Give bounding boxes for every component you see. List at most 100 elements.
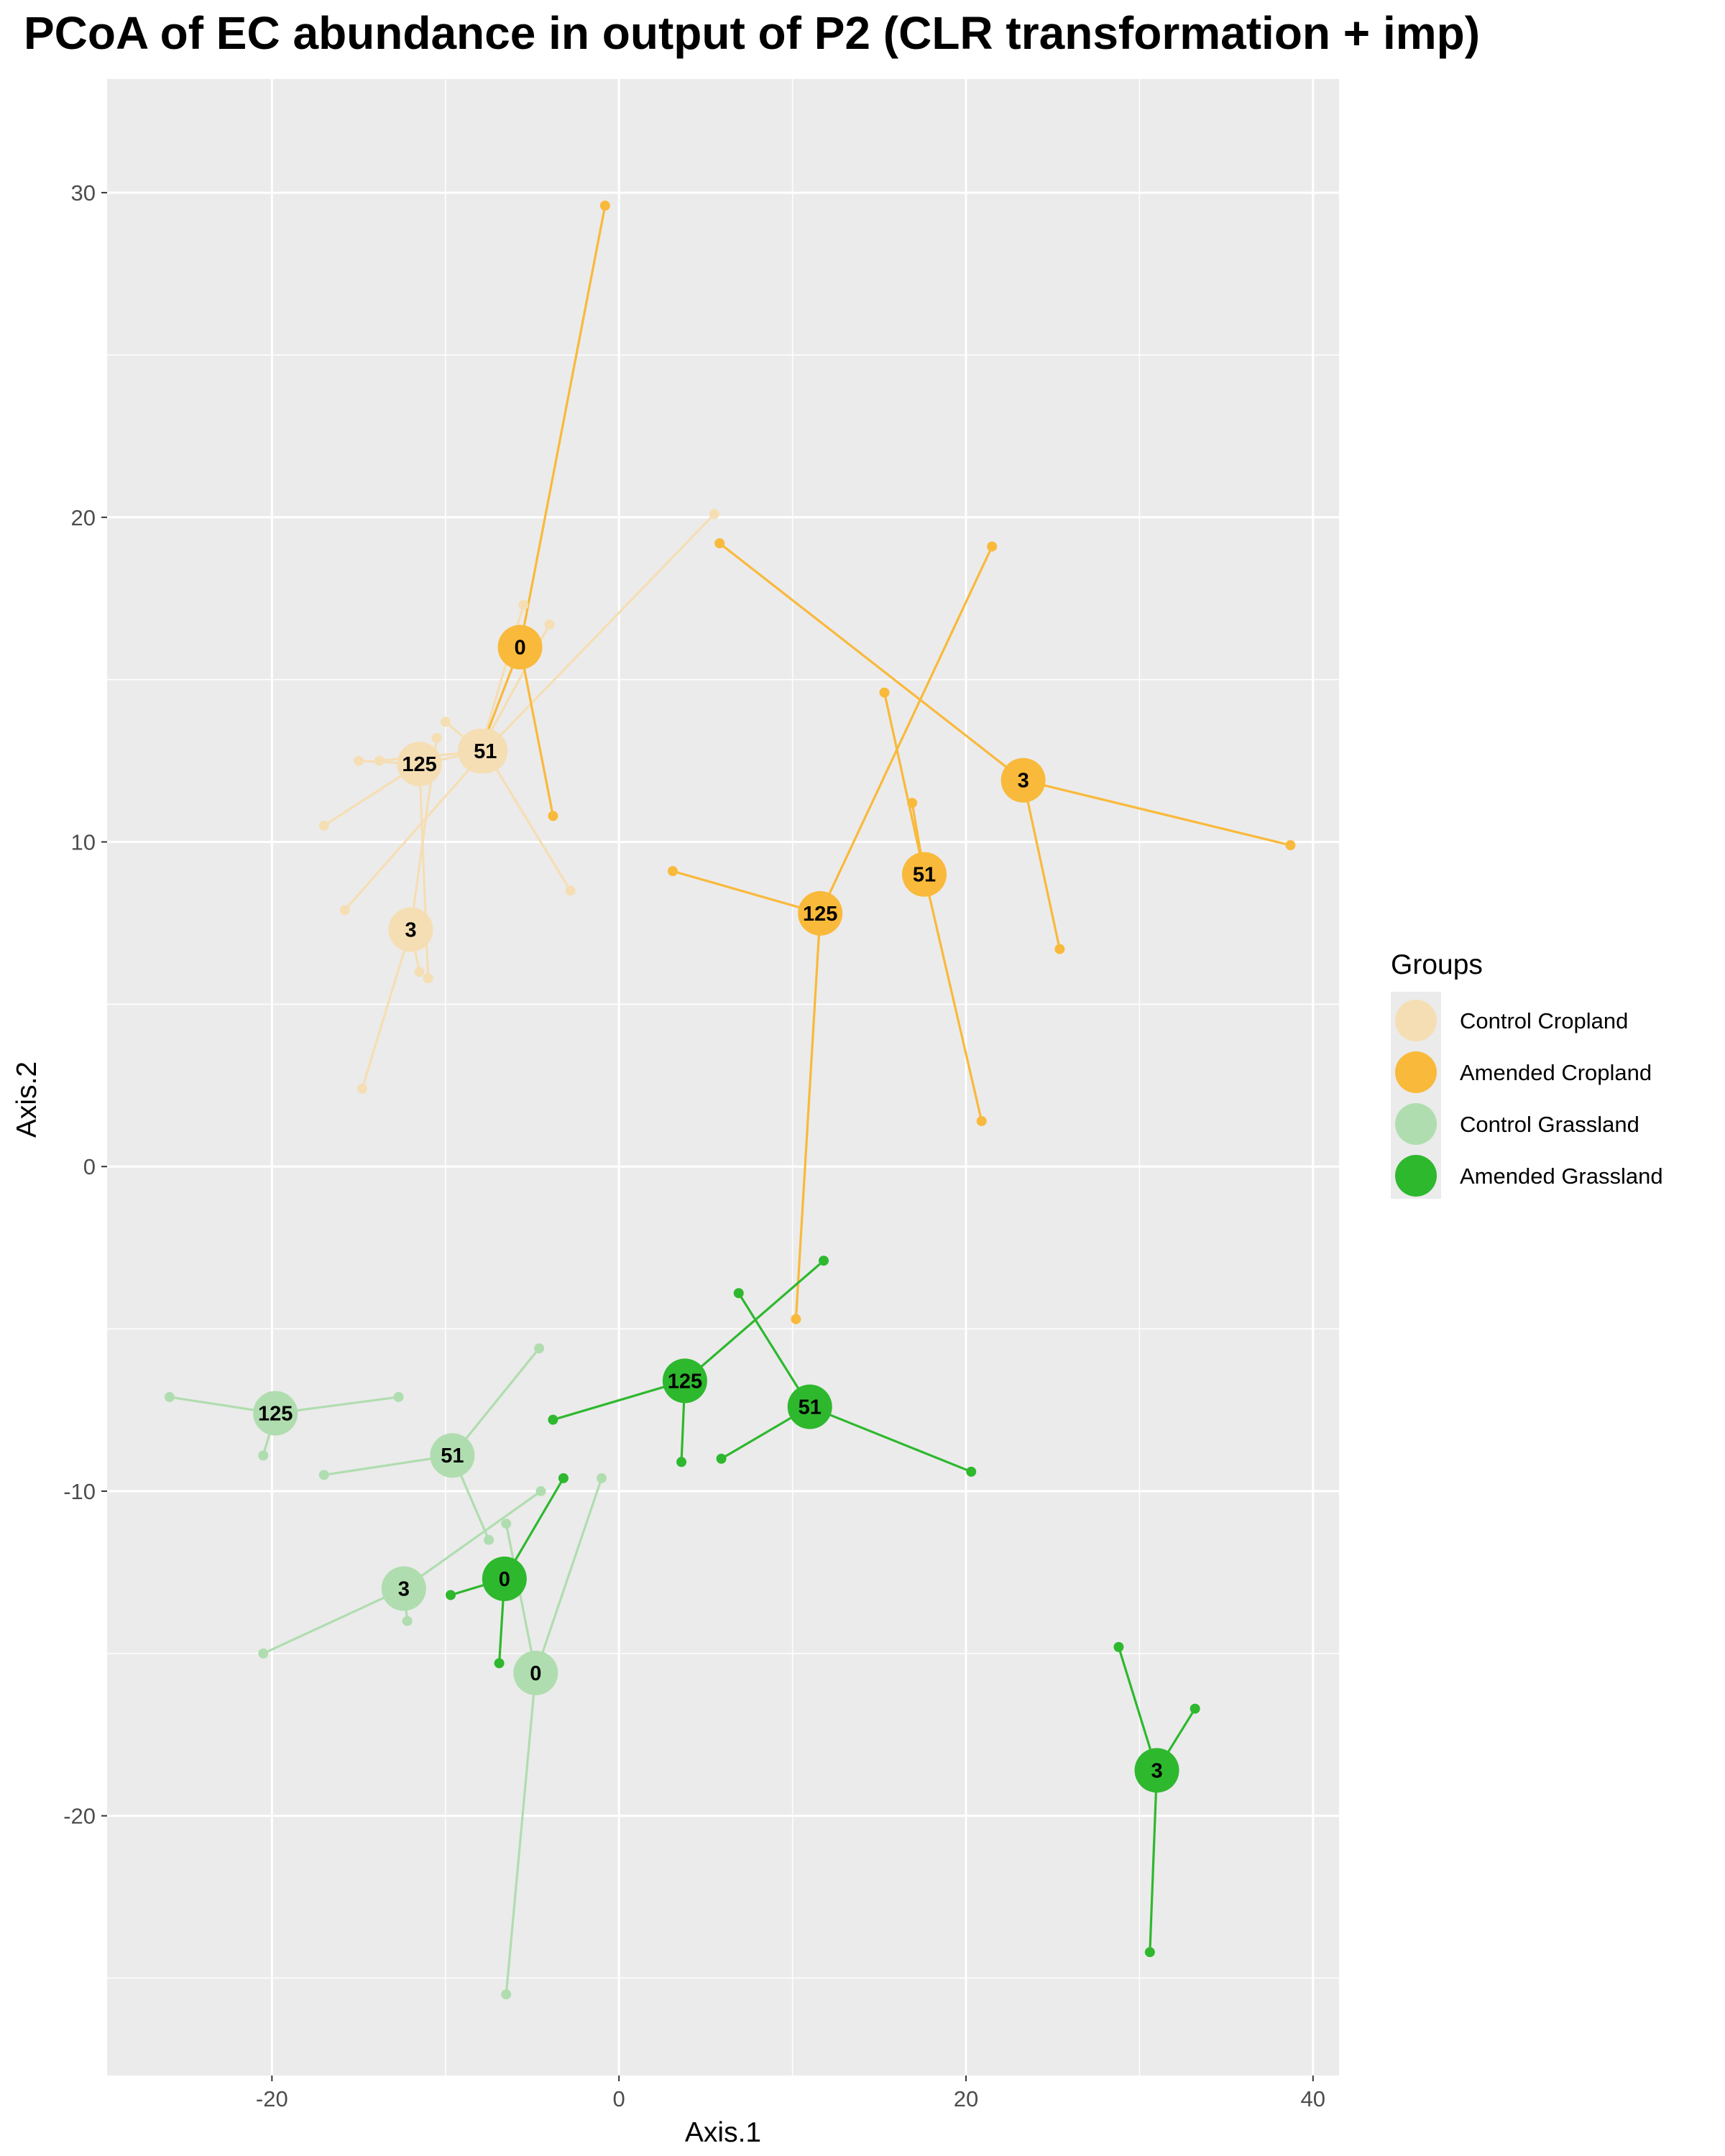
centroid-label: 0 (499, 1568, 510, 1591)
centroid-segment (794, 913, 822, 1319)
sample-point (599, 201, 610, 211)
sample-point (402, 1616, 413, 1626)
sample-point (966, 1466, 977, 1477)
sample-point (548, 1414, 558, 1425)
centroid-segment (552, 1379, 686, 1422)
sample-point (431, 732, 442, 743)
sample-point (423, 973, 433, 984)
y-axis-title: Axis.2 (12, 1061, 42, 1138)
y-tick-label: -10 (63, 1479, 96, 1504)
centroid-point (1134, 1748, 1179, 1793)
centroid-segment (518, 205, 607, 648)
centroid-segment (672, 870, 821, 915)
sample-point (565, 885, 576, 896)
legend-key (1395, 1051, 1437, 1093)
legend-items: Control Cropland Amended Cropland Control … (1395, 1000, 1663, 1197)
centroid-point (787, 1384, 832, 1429)
centroid-segment (505, 1672, 537, 1995)
y-tick-label: 20 (71, 505, 96, 530)
sample-point (819, 1256, 829, 1266)
centroid-label: 125 (668, 1370, 702, 1393)
centroid-label: 125 (402, 753, 436, 776)
y-tick-label: 30 (71, 180, 96, 206)
legend-key (1395, 1000, 1437, 1041)
sample-point (1190, 1703, 1200, 1714)
sample-point (318, 820, 329, 831)
centroid-label: 0 (530, 1662, 541, 1685)
sample-point (258, 1450, 269, 1461)
centroid-segment (402, 1490, 542, 1590)
grid-layer (107, 79, 1339, 2076)
x-tick-label: 0 (613, 2086, 625, 2111)
sample-point (1113, 1641, 1124, 1652)
legend-key (1395, 1103, 1437, 1145)
sample-point (907, 798, 918, 808)
centroid-segment (883, 692, 926, 875)
x-tick-label: -20 (256, 2086, 288, 2111)
sample-point (544, 619, 555, 630)
sample-point (501, 1989, 512, 2000)
sample-point (597, 1473, 607, 1483)
sample-point (733, 1288, 744, 1299)
sample-point (258, 1648, 269, 1659)
sample-point (558, 1473, 569, 1483)
centroid-point (388, 907, 433, 952)
centroid-label: 125 (803, 903, 837, 926)
x-axis-title: Axis.1 (685, 2117, 761, 2148)
y-tick-label: 0 (83, 1154, 96, 1179)
centroid-point (381, 1566, 426, 1611)
sample-point (1144, 1947, 1155, 1958)
centroid-segment (1022, 780, 1061, 949)
chart-title: PCoA of EC abundance in output of P2 (CL… (24, 7, 1480, 59)
centroid-point (902, 852, 947, 897)
centroid-point (463, 729, 508, 774)
sample-point (535, 1485, 546, 1496)
x-tick-label: 20 (954, 2086, 978, 2111)
sample-point-layer (164, 201, 1296, 2000)
sample-point (494, 1658, 505, 1669)
centroid-point (513, 1650, 558, 1695)
centroid-point (253, 1391, 298, 1436)
sample-point (318, 1470, 329, 1480)
sample-point (356, 1083, 367, 1094)
sample-point (534, 1343, 545, 1354)
centroid-point (1000, 757, 1046, 803)
centroid-segment (344, 750, 487, 911)
centroid-label: 51 (474, 740, 497, 763)
centroid-segment (518, 647, 554, 816)
sample-point (976, 1115, 987, 1126)
centroid-segment (737, 1292, 811, 1408)
legend-label: Control Cropland (1460, 1008, 1628, 1033)
sample-point (879, 687, 890, 698)
legend-label: Amended Cropland (1460, 1060, 1652, 1085)
sample-point (987, 541, 998, 552)
sample-point (440, 717, 451, 727)
sample-point (445, 1590, 456, 1600)
sample-point (709, 509, 719, 520)
centroid-segment (684, 1260, 825, 1382)
sample-point (1054, 944, 1065, 954)
centroid-point (430, 1433, 475, 1478)
centroid-segment (451, 1348, 540, 1457)
sample-point (354, 755, 364, 766)
centroid-label: 3 (398, 1577, 410, 1600)
y-tick-label: -20 (63, 1804, 96, 1829)
sample-point (791, 1314, 801, 1325)
centroid-segment (534, 1478, 603, 1674)
centroid-segment (505, 1523, 537, 1674)
centroid-label: 3 (405, 918, 416, 941)
legend-key (1395, 1155, 1437, 1197)
centroid-segment (719, 542, 1024, 781)
centroid-label: 51 (799, 1396, 822, 1419)
centroid-point (482, 1556, 527, 1601)
centroid-segment (1023, 779, 1291, 847)
centroid-point (497, 625, 543, 670)
centroid-segment (923, 874, 983, 1122)
centroid-label: 51 (913, 864, 936, 887)
centroid-segment (819, 545, 993, 914)
sample-point (414, 967, 425, 977)
centroid-point (662, 1358, 707, 1404)
